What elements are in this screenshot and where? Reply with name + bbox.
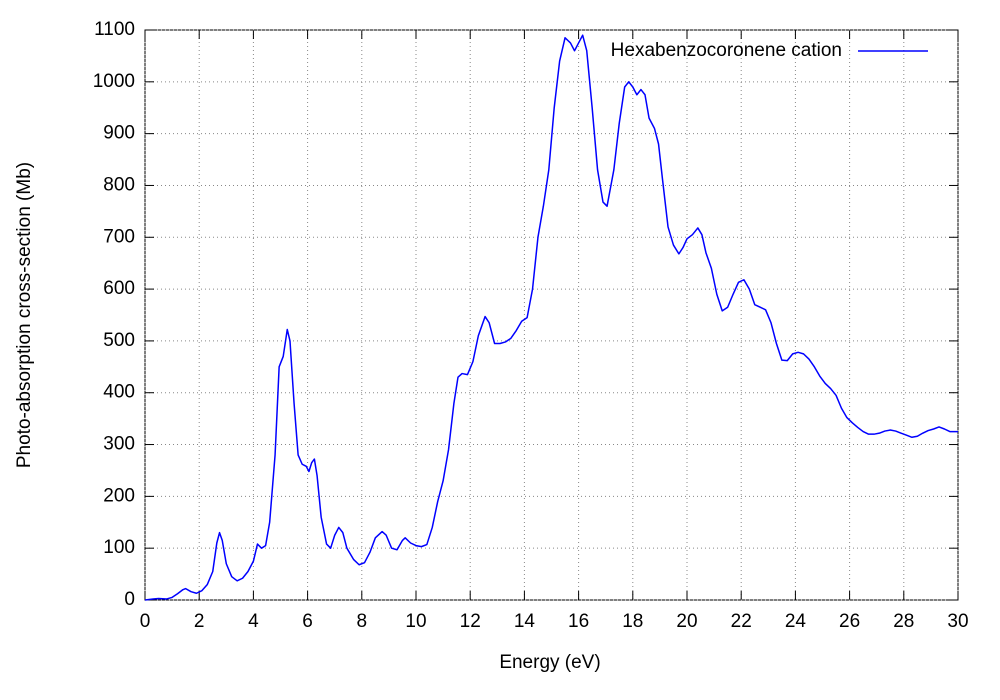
y-tick-label: 0: [124, 589, 135, 610]
x-tick-label: 8: [357, 611, 368, 632]
x-tick-label: 16: [568, 611, 589, 632]
x-tick-label: 26: [839, 611, 860, 632]
y-tick-label: 300: [103, 434, 135, 455]
y-tick-label: 900: [103, 123, 135, 144]
y-tick-label: 1000: [93, 71, 135, 92]
legend-label: Hexabenzocoronene cation: [611, 40, 842, 61]
x-tick-label: 30: [947, 611, 968, 632]
x-tick-label: 24: [785, 611, 807, 632]
x-tick-label: 22: [731, 611, 752, 632]
y-tick-label: 700: [103, 226, 135, 247]
x-tick-label: 4: [248, 611, 259, 632]
y-tick-label: 600: [103, 278, 135, 299]
x-tick-label: 28: [893, 611, 914, 632]
y-axis-label: Photo-absorption cross-section (Mb): [14, 162, 35, 468]
y-tick-label: 500: [103, 330, 135, 351]
x-tick-label: 12: [460, 611, 481, 632]
x-tick-label: 20: [676, 611, 697, 632]
data-line: [144, 34, 958, 601]
x-tick-label: 0: [140, 611, 151, 632]
y-tick-label: 100: [103, 537, 135, 558]
x-tick-label: 6: [302, 611, 313, 632]
y-tick-label: 200: [103, 485, 135, 506]
x-axis-label: Energy (eV): [499, 652, 600, 673]
x-tick-label: 2: [194, 611, 205, 632]
plot-frame: [144, 29, 959, 601]
y-tick-label: 400: [103, 382, 135, 403]
y-tick-label: 1100: [94, 19, 135, 40]
x-tick-label: 14: [514, 611, 536, 632]
x-tick-label: 18: [622, 611, 643, 632]
y-tick-label: 800: [103, 174, 135, 195]
x-tick-label: 10: [405, 611, 426, 632]
